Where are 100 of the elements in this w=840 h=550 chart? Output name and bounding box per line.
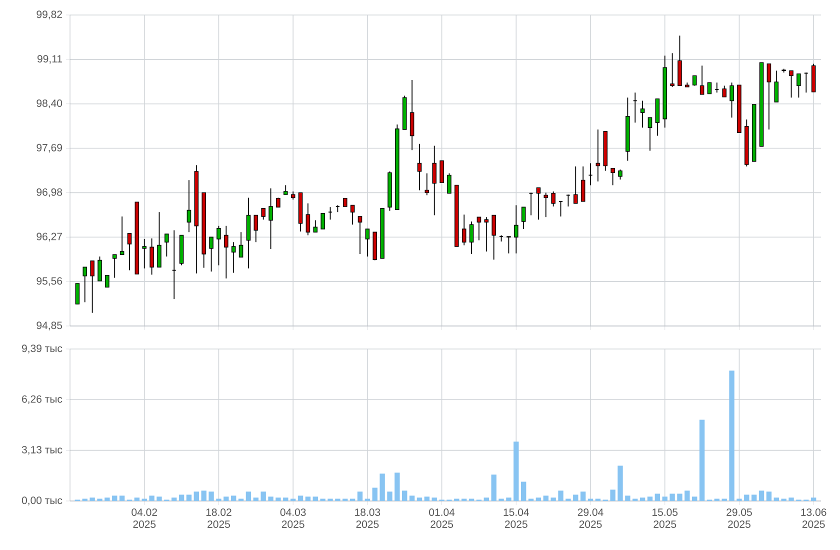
bar [677, 494, 682, 501]
bar [186, 494, 192, 501]
candlestick [804, 72, 808, 94]
bar [172, 498, 177, 501]
candlestick [98, 256, 102, 282]
candlestick [714, 82, 720, 94]
bar [729, 370, 734, 501]
bar [246, 492, 252, 501]
candlestick [722, 85, 726, 98]
bar [618, 466, 623, 501]
bar [283, 498, 288, 501]
y-tick-label: 96,27 [36, 232, 62, 242]
bar [610, 490, 616, 501]
bar [744, 494, 750, 501]
x-tick-label: 15.04 2025 [504, 508, 529, 528]
y-tick-label: 0,00 тыс [22, 496, 62, 506]
candlestick [796, 73, 801, 98]
bar [647, 496, 653, 501]
candlestick [306, 202, 310, 236]
candlestick [112, 254, 117, 278]
candlestick [700, 65, 704, 95]
bar [692, 496, 698, 501]
y-tick-label: 95,56 [36, 277, 62, 286]
y-tick-label: 94,85 [36, 322, 62, 330]
bar [774, 498, 779, 501]
candlestick [268, 188, 273, 250]
y-tick-label: 96,98 [36, 188, 62, 198]
bar [253, 498, 259, 501]
bar [573, 494, 578, 501]
candlestick [492, 214, 496, 260]
candlestick [231, 242, 236, 274]
bar [751, 494, 757, 501]
candlestick [730, 82, 734, 118]
candlestick [544, 192, 548, 218]
x-tick-label: 29.04 2025 [578, 508, 604, 528]
candlestick [596, 129, 600, 182]
candlestick [127, 232, 132, 271]
x-tick-label: 18.02 2025 [206, 508, 232, 528]
candlestick [469, 221, 474, 254]
candlestick [209, 236, 214, 272]
bar [402, 490, 408, 501]
bar [699, 420, 705, 501]
candlestick [707, 82, 712, 94]
candlestick [521, 206, 526, 230]
candlestick [313, 220, 318, 233]
candlestick [142, 238, 146, 269]
candlestick [432, 145, 436, 216]
candlestick [447, 172, 452, 194]
y-tick-label: 9,39 тыс [22, 344, 62, 354]
candlestick [580, 166, 586, 202]
candlestick [610, 168, 615, 186]
bar [520, 482, 526, 501]
bar [788, 498, 794, 501]
bar [149, 496, 154, 501]
bar [758, 490, 764, 501]
bar [119, 496, 125, 501]
bar [416, 498, 422, 501]
bar [640, 498, 646, 501]
bar [230, 496, 236, 501]
x-tick-label: 13.06 2025 [801, 508, 826, 528]
y-tick-label: 99,11 [37, 55, 62, 64]
candlestick [588, 162, 593, 186]
candlestick [655, 98, 660, 136]
candlestick [440, 160, 444, 184]
bar [491, 474, 496, 501]
x-tick-label: 04.02 2025 [132, 508, 157, 528]
candlestick [766, 63, 772, 130]
bar [260, 492, 266, 501]
bar [372, 488, 378, 501]
candlestick [358, 216, 362, 254]
candlestick [670, 52, 674, 88]
bar [580, 492, 586, 501]
bar [514, 442, 519, 501]
candlestick [254, 214, 258, 243]
candlestick [618, 169, 622, 180]
candlestick [224, 225, 228, 279]
candlestick [774, 70, 779, 102]
x-tick-label: 15.05 2025 [652, 508, 678, 528]
bar [178, 494, 184, 501]
candlestick [157, 212, 162, 268]
bar [536, 498, 542, 501]
candlestick [462, 214, 466, 246]
candlestick [238, 232, 244, 258]
y-tick-label: 98,40 [36, 100, 62, 108]
candlestick [261, 208, 266, 220]
bar [432, 498, 437, 501]
candlestick [506, 236, 511, 254]
candlestick [365, 228, 370, 257]
bar [298, 496, 304, 501]
bar [312, 496, 318, 501]
candlestick [276, 197, 280, 208]
candlestick [328, 206, 332, 220]
y-tick-label: 6,26 тыс [22, 395, 62, 404]
x-tick-label: 18.03 2025 [355, 508, 380, 528]
bar [766, 492, 772, 501]
bar [134, 498, 140, 501]
bar [387, 492, 392, 501]
bar [394, 472, 400, 501]
candlestick [350, 204, 355, 226]
bar [208, 492, 214, 501]
